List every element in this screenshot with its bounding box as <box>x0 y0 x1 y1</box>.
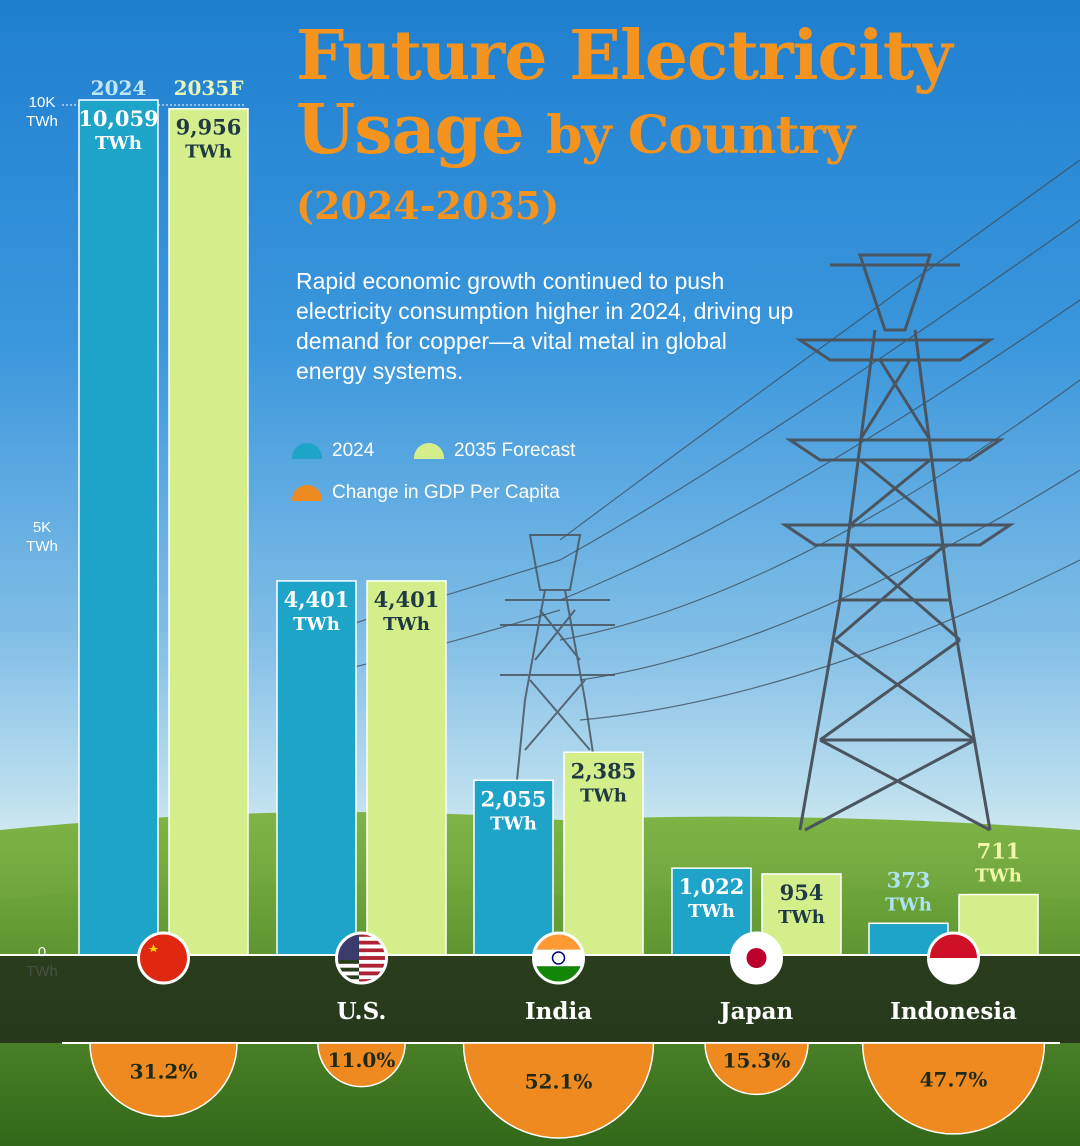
flag-white-stripe <box>359 936 387 941</box>
value-unit-2024: TWh <box>885 894 932 915</box>
value-unit-2035: TWh <box>778 907 825 928</box>
value-unit-2035: TWh <box>580 785 627 806</box>
flag-white-stripe <box>336 971 359 976</box>
flag-chakra <box>551 951 566 965</box>
legend-label-gdp: Change in GDP Per Capita <box>332 482 560 503</box>
flag-stripe <box>336 933 387 937</box>
country-label: Japan <box>718 998 794 1025</box>
flag-white-stripe <box>359 975 387 980</box>
flag-white-stripe <box>359 967 387 972</box>
gdp-half-circle <box>317 1042 406 1088</box>
china-flag <box>137 931 190 985</box>
legend-item-gdp: Change in GDP Per Capita <box>292 482 560 504</box>
bar-2035 <box>563 751 644 956</box>
us-flag <box>335 931 388 985</box>
country-label: Indonesia <box>890 998 1017 1025</box>
flag-stripe <box>336 963 387 968</box>
value-label-2024: 10,059 <box>78 106 158 131</box>
indonesia-flag <box>927 931 980 985</box>
gdp-label: 47.7% <box>920 1068 988 1092</box>
value-unit-2035: TWh <box>383 614 430 635</box>
y-tick-label: 10K <box>29 94 56 111</box>
legend-item-2024: 2024 <box>292 440 374 462</box>
value-label-2035: 954 <box>780 880 824 905</box>
flag-stripe <box>336 956 387 960</box>
country-label: India <box>525 998 592 1025</box>
column-label-2035: 2035F <box>174 76 244 100</box>
legend-label-2035: 2035 Forecast <box>454 440 576 461</box>
subtitle: Rapid economic growth continued to push … <box>296 268 794 384</box>
flag-ring <box>927 931 980 985</box>
bar-2035 <box>366 580 447 956</box>
y-tick-unit: TWh <box>26 538 58 555</box>
value-label-2024: 4,401 <box>284 587 350 612</box>
value-unit-2024: TWh <box>490 813 537 834</box>
bar-2024 <box>473 779 554 956</box>
flag-star <box>148 944 159 952</box>
flag-mid <box>533 949 584 967</box>
flag-body <box>928 933 979 983</box>
flag-ring <box>137 931 190 985</box>
flag-white-stripe <box>359 944 387 949</box>
legend-item-2035: 2035 Forecast <box>414 440 575 462</box>
value-unit-2035: TWh <box>975 866 1022 887</box>
title-years: (2024-2035) <box>296 183 560 228</box>
flag-white-stripe <box>336 963 359 968</box>
y-tick-unit: TWh <box>26 113 58 130</box>
flag-stripe <box>336 948 387 953</box>
value-label-2035: 2,385 <box>571 758 637 783</box>
value-unit-2024: TWh <box>688 901 735 922</box>
legend-label-2024: 2024 <box>332 440 375 461</box>
gdp-half-circle <box>704 1042 809 1095</box>
flag-ring <box>335 931 388 985</box>
value-unit-2024: TWh <box>293 614 340 635</box>
gdp-label: 11.0% <box>328 1048 396 1072</box>
column-label-2024: 2024 <box>91 76 147 100</box>
gdp-label: 52.1% <box>525 1070 593 1094</box>
flag-white-stripe <box>359 952 387 957</box>
value-label-2035: 9,956 <box>176 115 242 140</box>
title-usage: Usage <box>296 90 524 170</box>
pylon-icon <box>780 253 1015 832</box>
title-block: Future Electricity Usage by Country (202… <box>296 22 1066 236</box>
value-unit-2035: TWh <box>185 142 232 163</box>
india-flag <box>532 931 585 985</box>
y-tick-label: 5K <box>33 519 51 536</box>
value-label-2024: 2,055 <box>481 786 547 811</box>
japan-flag <box>730 931 783 985</box>
bar-2024 <box>276 580 357 956</box>
value-label-2035: 711 <box>977 839 1021 864</box>
gdp-half-circle <box>861 1042 1046 1135</box>
bar-2024 <box>78 99 159 956</box>
title-line-1: Future Electricity <box>296 16 953 96</box>
value-label-2024: 1,022 <box>679 874 745 899</box>
flag-stripe <box>336 940 387 945</box>
gdp-half-circle <box>89 1042 238 1118</box>
flag-stripe <box>336 979 387 983</box>
flag-stripe <box>336 971 387 976</box>
country-label: U.S. <box>337 998 387 1025</box>
title-by-country: by Country <box>546 105 855 166</box>
value-unit-2024: TWh <box>95 133 142 154</box>
flag-ring <box>532 931 585 985</box>
y-tick-label: 0 <box>38 944 46 961</box>
value-label-2035: 4,401 <box>374 587 440 612</box>
flag-sun <box>746 948 767 968</box>
legend-swatch-gdp <box>292 485 322 501</box>
legend-swatch-2035 <box>414 443 444 459</box>
flag-white-stripe <box>359 959 387 964</box>
power-lines <box>299 159 1080 721</box>
gdp-label: 31.2% <box>130 1059 198 1083</box>
gdp-label: 15.3% <box>723 1049 791 1073</box>
flag-ring <box>730 931 783 985</box>
value-label-2024: 373 <box>887 867 931 892</box>
legend-swatch-2024 <box>292 443 322 459</box>
bar-2035 <box>168 107 249 956</box>
gdp-half-circle <box>462 1042 655 1139</box>
title-line-2: Usage by Country <box>296 90 1066 176</box>
